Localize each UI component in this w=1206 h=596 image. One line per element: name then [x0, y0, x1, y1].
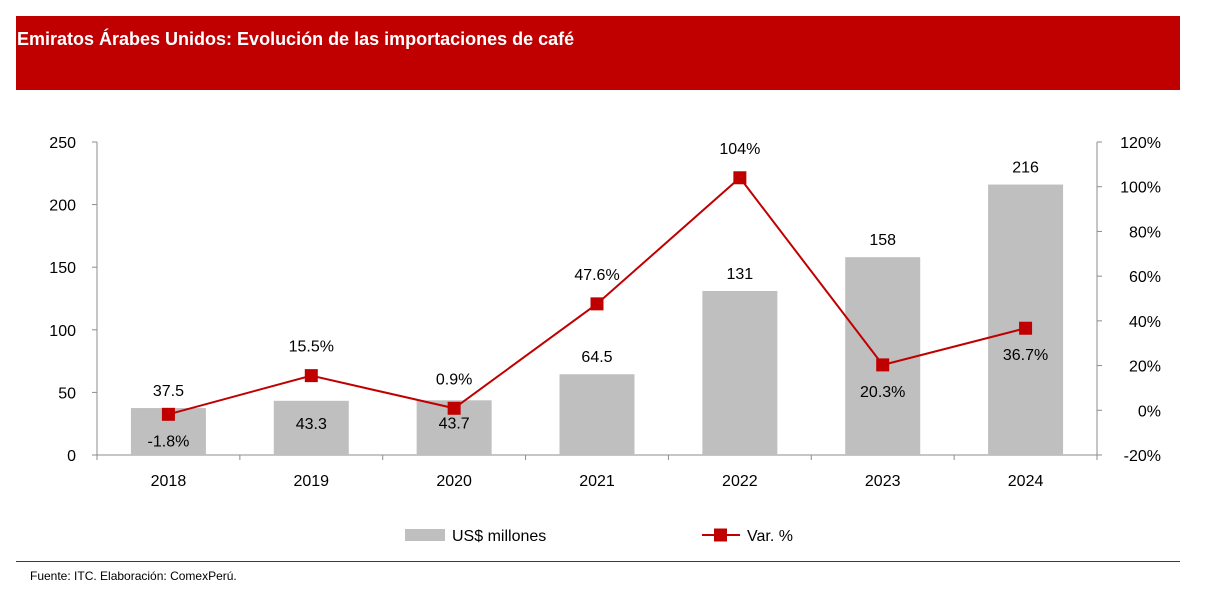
var-value-label: 15.5%	[289, 339, 334, 356]
footer-divider	[16, 561, 1180, 562]
bar-value-label: 131	[727, 266, 754, 283]
y-left-tick-label: 0	[67, 448, 76, 465]
y-right-tick-label: 80%	[1129, 224, 1161, 241]
y-left-tick-label: 50	[58, 385, 76, 402]
x-tick-label: 2022	[722, 473, 758, 490]
var-marker	[1019, 321, 1033, 335]
legend-marker	[714, 528, 727, 542]
bar-value-label: 43.3	[296, 416, 327, 433]
bar	[845, 257, 921, 455]
var-marker	[590, 297, 604, 311]
bar-value-label: 158	[869, 232, 896, 249]
var-value-label: 0.9%	[436, 371, 472, 388]
x-tick-label: 2018	[151, 473, 187, 490]
var-marker	[876, 358, 890, 372]
source-note: Fuente: ITC. Elaboración: ComexPerú.	[30, 569, 237, 583]
x-tick-label: 2021	[579, 473, 615, 490]
y-right-tick-label: 100%	[1120, 180, 1161, 197]
bar-value-label: 43.7	[439, 415, 470, 432]
legend-swatch-bars	[405, 529, 445, 541]
var-marker	[733, 171, 747, 185]
y-right-tick-label: 40%	[1129, 314, 1161, 331]
bar-value-label: 64.5	[581, 349, 612, 366]
x-tick-label: 2020	[436, 473, 472, 490]
var-value-label: 36.7%	[1003, 347, 1048, 364]
var-value-label: -1.8%	[148, 433, 190, 450]
var-value-label: 47.6%	[574, 267, 619, 284]
var-marker	[161, 407, 175, 421]
chart-title: Emiratos Árabes Unidos: Evolución de las…	[17, 29, 575, 49]
bar	[988, 184, 1064, 455]
y-right-tick-label: 20%	[1129, 359, 1161, 376]
y-right-tick-label: 60%	[1129, 269, 1161, 286]
bar-value-label: 37.5	[153, 383, 184, 400]
legend-label-bars: US$ millones	[452, 528, 546, 545]
x-tick-label: 2024	[1008, 473, 1044, 490]
y-left-tick-label: 200	[49, 198, 76, 215]
bar	[559, 374, 635, 455]
y-left-tick-label: 100	[49, 323, 76, 340]
var-marker	[304, 369, 318, 383]
bar	[702, 290, 778, 455]
bar	[273, 400, 349, 455]
x-tick-label: 2023	[865, 473, 901, 490]
var-marker	[447, 401, 461, 415]
y-left-tick-label: 150	[49, 260, 76, 277]
bar-value-label: 216	[1012, 160, 1039, 177]
var-value-label: 20.3%	[860, 384, 905, 401]
y-right-tick-label: -20%	[1124, 448, 1161, 465]
y-right-tick-label: 0%	[1138, 403, 1161, 420]
x-tick-label: 2019	[293, 473, 329, 490]
chart-header	[16, 16, 1180, 90]
y-left-tick-label: 250	[49, 135, 76, 152]
y-right-tick-label: 120%	[1120, 135, 1161, 152]
legend-label-line: Var. %	[747, 528, 793, 545]
var-value-label: 104%	[719, 141, 760, 158]
